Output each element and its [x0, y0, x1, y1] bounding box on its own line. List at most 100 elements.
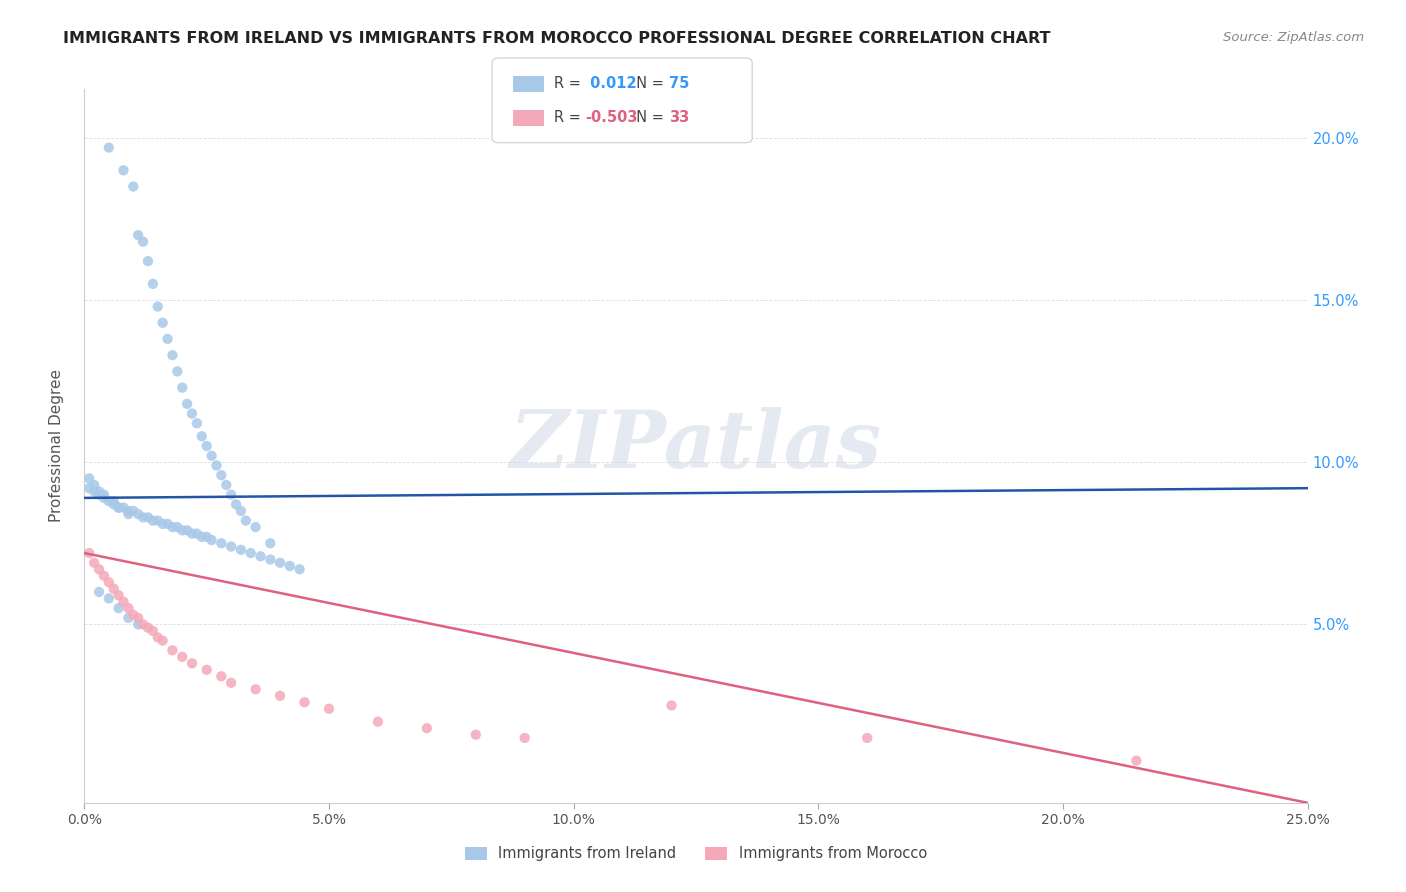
- Point: [112, 163, 135, 178]
- Point: [215, 478, 238, 492]
- Point: [107, 500, 129, 515]
- Text: R =: R =: [554, 111, 585, 125]
- Point: [209, 536, 232, 550]
- Point: [97, 140, 120, 154]
- Point: [83, 556, 105, 570]
- Point: [219, 675, 242, 690]
- Point: [278, 559, 301, 574]
- Point: [245, 520, 267, 534]
- Point: [205, 458, 228, 473]
- Point: [856, 731, 879, 745]
- Point: [200, 449, 222, 463]
- Point: [136, 621, 159, 635]
- Point: [103, 497, 125, 511]
- Point: [122, 179, 145, 194]
- Point: [117, 507, 139, 521]
- Point: [259, 536, 281, 550]
- Point: [235, 514, 257, 528]
- Point: [122, 607, 145, 622]
- Point: [181, 407, 204, 421]
- Point: [97, 494, 120, 508]
- Point: [107, 588, 129, 602]
- Point: [367, 714, 389, 729]
- Point: [181, 526, 204, 541]
- Y-axis label: Professional Degree: Professional Degree: [49, 369, 63, 523]
- Point: [152, 516, 174, 531]
- Point: [166, 520, 188, 534]
- Point: [132, 617, 155, 632]
- Point: [176, 524, 198, 538]
- Point: [181, 657, 204, 671]
- Point: [107, 601, 129, 615]
- Point: [112, 500, 135, 515]
- Point: [97, 575, 120, 590]
- Point: [112, 595, 135, 609]
- Point: [156, 516, 179, 531]
- Point: [117, 611, 139, 625]
- Point: [87, 484, 110, 499]
- Point: [269, 689, 291, 703]
- Point: [176, 397, 198, 411]
- Point: [156, 332, 179, 346]
- Point: [146, 514, 169, 528]
- Point: [166, 364, 188, 378]
- Point: [186, 526, 208, 541]
- Text: R =: R =: [554, 77, 585, 91]
- Point: [77, 481, 100, 495]
- Point: [87, 488, 110, 502]
- Point: [219, 488, 242, 502]
- Point: [127, 617, 149, 632]
- Point: [93, 568, 115, 582]
- Point: [77, 471, 100, 485]
- Point: [132, 510, 155, 524]
- Point: [142, 624, 165, 638]
- Point: [209, 669, 232, 683]
- Text: -0.503: -0.503: [585, 111, 637, 125]
- Text: N =: N =: [627, 77, 669, 91]
- Point: [103, 582, 125, 596]
- Text: IMMIGRANTS FROM IRELAND VS IMMIGRANTS FROM MOROCCO PROFESSIONAL DEGREE CORRELATI: IMMIGRANTS FROM IRELAND VS IMMIGRANTS FR…: [63, 31, 1050, 46]
- Point: [97, 591, 120, 606]
- Point: [77, 546, 100, 560]
- Text: Source: ZipAtlas.com: Source: ZipAtlas.com: [1223, 31, 1364, 45]
- Point: [162, 348, 184, 362]
- Point: [162, 643, 184, 657]
- Point: [142, 514, 165, 528]
- Point: [219, 540, 242, 554]
- Point: [103, 494, 125, 508]
- Point: [245, 682, 267, 697]
- Point: [117, 504, 139, 518]
- Point: [200, 533, 222, 547]
- Text: 33: 33: [669, 111, 689, 125]
- Point: [146, 631, 169, 645]
- Point: [132, 235, 155, 249]
- Point: [191, 429, 214, 443]
- Point: [152, 316, 174, 330]
- Point: [416, 721, 439, 735]
- Point: [294, 695, 316, 709]
- Point: [195, 439, 218, 453]
- Point: [152, 633, 174, 648]
- Point: [195, 663, 218, 677]
- Point: [209, 468, 232, 483]
- Text: ZIPatlas: ZIPatlas: [510, 408, 882, 484]
- Point: [259, 552, 281, 566]
- Point: [127, 611, 149, 625]
- Point: [127, 228, 149, 243]
- Point: [249, 549, 271, 564]
- Point: [162, 520, 184, 534]
- Point: [186, 417, 208, 431]
- Point: [83, 478, 105, 492]
- Text: 0.012: 0.012: [585, 77, 637, 91]
- Point: [87, 562, 110, 576]
- Point: [513, 731, 536, 745]
- Point: [464, 728, 486, 742]
- Point: [136, 254, 159, 268]
- Text: N =: N =: [627, 111, 669, 125]
- Point: [1125, 754, 1147, 768]
- Point: [117, 601, 139, 615]
- Point: [191, 530, 214, 544]
- Point: [172, 524, 194, 538]
- Text: 75: 75: [669, 77, 689, 91]
- Point: [661, 698, 683, 713]
